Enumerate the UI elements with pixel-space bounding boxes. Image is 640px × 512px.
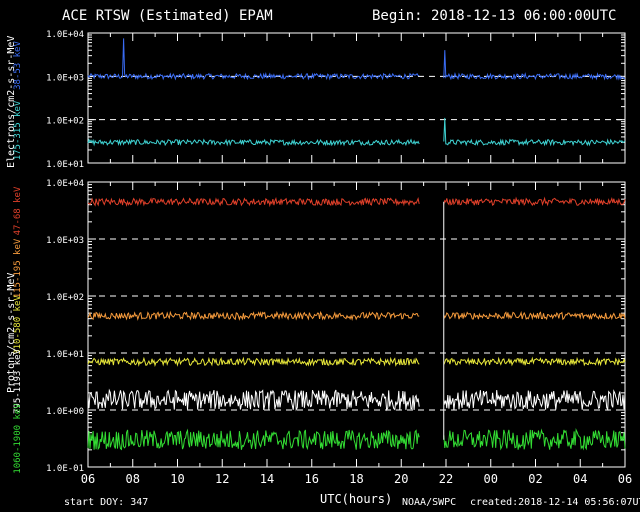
series-label: 38-53 keV (13, 41, 23, 90)
x-tick-label: 06 (618, 472, 632, 486)
electron-ylabel: Electrons/cm2-s-sr-MeV (6, 35, 17, 168)
series-line-310-580-keV (87, 356, 420, 368)
protons-ytick-label: 1.0E+04 (46, 179, 84, 189)
x-tick-label: 08 (126, 472, 140, 486)
source-label: NOAA/SWPC (402, 497, 457, 508)
series-line-115-195-keV (443, 310, 626, 321)
series-line-47-68-keV (443, 196, 626, 207)
electrons-ytick-label: 1.0E+04 (46, 30, 84, 40)
series-label: 795-1193 keV (13, 348, 23, 414)
series-line-175-315-keV (87, 138, 420, 147)
x-tick-label: 14 (260, 472, 274, 486)
series-label: 310-580 keV (13, 295, 23, 355)
series-label: 175-315 keV (13, 100, 23, 160)
series-line-795-1193-keV (443, 389, 626, 412)
electrons-ytick-label: 1.0E+03 (46, 73, 84, 83)
x-tick-label: 00 (484, 472, 498, 486)
protons-ytick-label: 1.0E-01 (46, 464, 84, 474)
start-doy: start DOY: 347 (64, 497, 149, 508)
protons-frame (87, 181, 626, 468)
begin-time: Begin: 2018-12-13 06:00:00UTC (372, 8, 617, 24)
protons-ytick-label: 1.0E+00 (46, 407, 84, 417)
x-tick-label: 02 (528, 472, 542, 486)
series-line-175-315-keV (443, 117, 626, 147)
protons-ytick-label: 1.0E+01 (46, 350, 84, 360)
series-line-38-53-keV (443, 50, 626, 81)
series-label: 47-68 keV (13, 186, 23, 235)
x-tick-label: 16 (305, 472, 319, 486)
x-tick-label: 22 (439, 472, 453, 486)
series-line-310-580-keV (443, 356, 626, 367)
series-line-1060-1900-keV (443, 428, 626, 451)
series-label: 1060-1900 keV (13, 403, 23, 474)
x-tick-label: 04 (573, 472, 587, 486)
created-time: created:2018-12-14 05:56:07UTC (470, 497, 640, 508)
electrons-ytick-label: 1.0E+02 (46, 117, 84, 127)
protons-ytick-label: 1.0E+03 (46, 236, 84, 246)
x-tick-label: 10 (170, 472, 184, 486)
x-axis-label: UTC(hours) (320, 492, 393, 506)
x-tick-label: 06 (81, 472, 95, 486)
x-tick-label: 18 (349, 472, 363, 486)
series-line-38-53-keV (87, 38, 420, 81)
proton-ylabel: Protons/cm2-s-sr-MeV (6, 272, 17, 393)
x-tick-label: 20 (394, 472, 408, 486)
series-line-795-1193-keV (87, 388, 420, 412)
chart-title: ACE RTSW (Estimated) EPAM (62, 8, 273, 24)
series-line-1060-1900-keV (87, 428, 420, 451)
series-line-47-68-keV (87, 196, 420, 208)
x-tick-label: 12 (215, 472, 229, 486)
protons-ytick-label: 1.0E+02 (46, 293, 84, 303)
electrons-ytick-label: 1.0E+01 (46, 160, 84, 170)
series-line-115-195-keV (87, 310, 420, 321)
series-label: 115-195 keV (13, 238, 23, 298)
